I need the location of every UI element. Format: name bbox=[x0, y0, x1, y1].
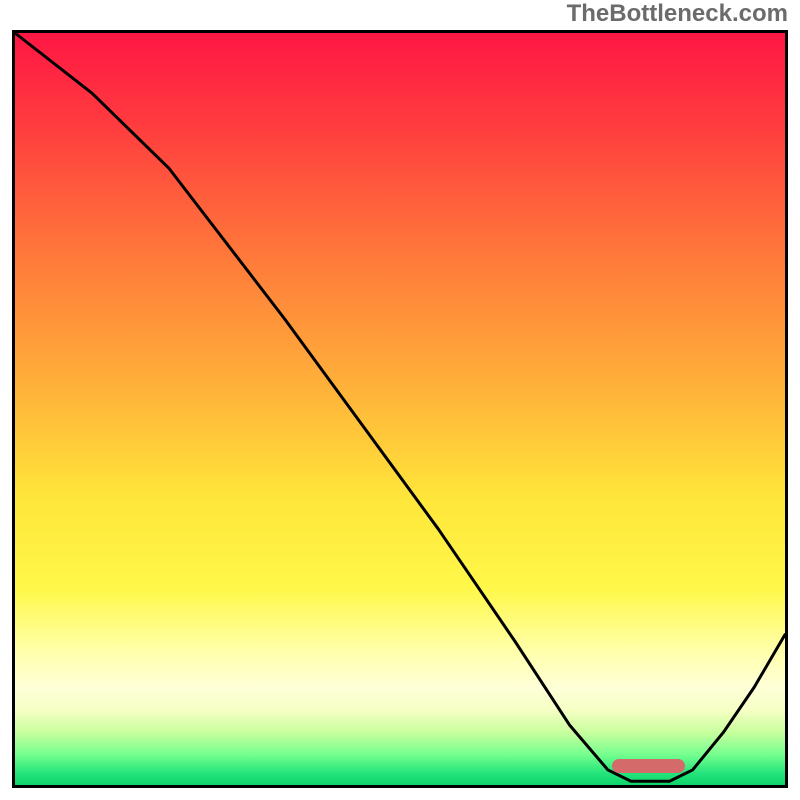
watermark-text: TheBottleneck.com bbox=[567, 0, 788, 28]
chart-root: { "watermark": { "text": "TheBottleneck.… bbox=[0, 0, 800, 800]
plot-area bbox=[12, 30, 788, 788]
optimal-range-marker bbox=[612, 759, 685, 773]
bottleneck-curve bbox=[15, 33, 785, 781]
curve-layer bbox=[15, 33, 785, 785]
